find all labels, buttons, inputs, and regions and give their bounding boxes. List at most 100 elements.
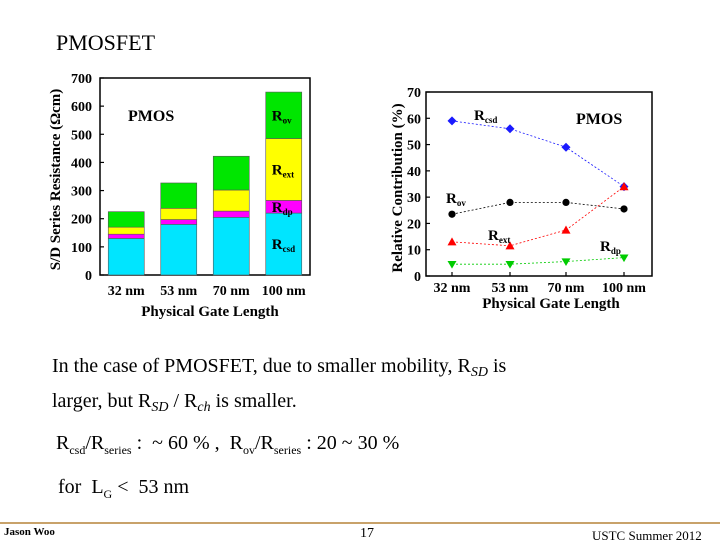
data-point-rext bbox=[561, 225, 571, 234]
bar-rdp bbox=[160, 219, 198, 225]
x-tick-label: 32 nm bbox=[108, 284, 145, 299]
footer-author: Jason Woo bbox=[4, 526, 55, 538]
body-line-2-mid: / R bbox=[168, 390, 198, 412]
data-point-rext bbox=[505, 241, 515, 250]
rch-subscript: ch bbox=[197, 400, 211, 415]
condition-value: < 53 nm bbox=[112, 476, 190, 498]
series-line-rext bbox=[451, 186, 625, 247]
series-label-rov: Rov bbox=[272, 108, 292, 125]
bar-rcsd bbox=[107, 238, 145, 276]
series-label-rdp: Rdp bbox=[272, 200, 293, 217]
body-line-2: larger, but RSD / Rch is smaller. bbox=[52, 387, 672, 422]
x-tick-label: 70 nm bbox=[213, 284, 250, 299]
bar-rext bbox=[265, 138, 303, 201]
bar-rov bbox=[212, 155, 250, 191]
y-tick-label: 200 bbox=[71, 213, 92, 228]
data-point-rdp bbox=[447, 261, 457, 269]
bar-rext bbox=[160, 208, 198, 220]
bar-rov bbox=[107, 211, 145, 228]
slide-title: PMOSFET bbox=[56, 30, 156, 55]
bar-rcsd bbox=[160, 224, 198, 276]
y-tick-label: 50 bbox=[407, 139, 421, 154]
rcsd-ratio-value: : ~ 60 % , bbox=[131, 432, 230, 454]
data-point-rext bbox=[619, 182, 629, 191]
plot-frame bbox=[99, 77, 311, 276]
data-point-rcsd bbox=[447, 116, 457, 126]
body-line-1: In the case of PMOSFET, due to smaller m… bbox=[52, 352, 672, 387]
x-axis-label: Physical Gate Length bbox=[141, 304, 279, 320]
data-point-rov bbox=[562, 198, 570, 206]
body-line-1-end: is bbox=[487, 355, 507, 377]
series-label-rov: Rov bbox=[446, 191, 466, 208]
y-tick-label: 10 bbox=[407, 244, 421, 259]
body-text: In the case of PMOSFET, due to smaller m… bbox=[52, 352, 672, 422]
data-point-rdp bbox=[619, 254, 629, 263]
series-label-rext: Rext bbox=[488, 228, 510, 245]
body-line-1-text: In the case of PMOSFET, due to smaller m… bbox=[52, 355, 471, 377]
y-tick-label: 0 bbox=[85, 269, 92, 284]
rcsd-base: R bbox=[56, 432, 70, 454]
bar-rext bbox=[107, 226, 145, 235]
y-tick-label: 30 bbox=[407, 191, 421, 206]
rov-ratio-value: : 20 ~ 30 % bbox=[301, 432, 400, 454]
y-tick-label: 70 bbox=[407, 86, 421, 101]
chart-annotation: PMOS bbox=[128, 108, 174, 125]
rseries-base-2: /R bbox=[254, 432, 274, 454]
bar-rov bbox=[160, 182, 198, 209]
rseries-base-1: /R bbox=[85, 432, 105, 454]
rsd-subscript: SD bbox=[470, 365, 488, 380]
series-label-rcsd: Rcsd bbox=[474, 108, 497, 125]
series-label-rext: Rext bbox=[272, 162, 294, 179]
body-line-2-end: is smaller. bbox=[210, 390, 297, 412]
relative-contribution-chart: 0 10 20 30 40 50 60 70 32 nm 53 nm 70 nm 100 nm Rcsd… bbox=[390, 86, 653, 312]
rov-sub: ov bbox=[242, 443, 255, 457]
data-point-rdp bbox=[561, 258, 571, 267]
y-tick-label: 600 bbox=[71, 100, 92, 115]
bar-rdp bbox=[107, 233, 145, 239]
chart-annotation: PMOS bbox=[576, 111, 622, 128]
page-number: 17 bbox=[360, 526, 374, 541]
data-point-rov bbox=[448, 210, 456, 218]
y-tick-label: 20 bbox=[407, 217, 421, 232]
bar-rov bbox=[265, 91, 303, 139]
y-tick-label: 40 bbox=[407, 165, 421, 180]
series-label-rcsd: Rcsd bbox=[272, 237, 295, 254]
bar-rcsd bbox=[265, 212, 303, 276]
x-tick-label: 100 nm bbox=[262, 284, 306, 299]
rov-base: R bbox=[229, 432, 243, 454]
rcsd-sub: csd bbox=[69, 443, 86, 457]
data-point-rcsd bbox=[505, 124, 515, 134]
lg-subscript: G bbox=[103, 487, 113, 501]
bar-rext bbox=[212, 189, 250, 212]
data-point-rcsd bbox=[561, 142, 571, 152]
rsd-subscript-2: SD bbox=[151, 400, 169, 415]
x-tick-label: 53 nm bbox=[160, 284, 197, 299]
y-tick-label: 100 bbox=[71, 241, 92, 256]
bar-rdp bbox=[212, 210, 250, 218]
y-tick-label: 500 bbox=[71, 128, 92, 143]
condition-text: for L bbox=[58, 476, 104, 498]
rseries-sub-2: series bbox=[273, 443, 302, 457]
data-point-rdp bbox=[505, 261, 515, 269]
x-tick-label: 53 nm bbox=[492, 281, 529, 296]
bar-rcsd bbox=[212, 217, 250, 276]
stacked-bar-chart: 0 100 200 300 400 500 600 700 32 nm 53 nm 70 nm 100… bbox=[48, 72, 311, 320]
x-tick-label: 32 nm bbox=[434, 281, 471, 296]
y-tick-label: 700 bbox=[71, 72, 92, 87]
footer-divider bbox=[0, 522, 720, 524]
ratio-line: Rcsd/Rseries : ~ 60 % , Rov/Rseries : 20… bbox=[56, 432, 399, 458]
y-axis-label: Relative Contribution (%) bbox=[390, 103, 406, 272]
y-tick-label: 300 bbox=[71, 185, 92, 200]
x-axis-label: Physical Gate Length bbox=[482, 296, 620, 312]
series-line-rdp bbox=[452, 257, 625, 265]
x-tick-label: 70 nm bbox=[548, 281, 585, 296]
rseries-sub-1: series bbox=[104, 443, 132, 457]
data-point-rov bbox=[506, 198, 514, 206]
body-line-2-text: larger, but R bbox=[52, 390, 152, 412]
y-axis-label: S/D Series Resistance (Ωcm) bbox=[48, 89, 64, 271]
data-point-rov bbox=[620, 205, 628, 213]
footer-venue: USTC Summer 2012 bbox=[592, 528, 702, 543]
y-tick-label: 60 bbox=[407, 112, 421, 127]
y-tick-label: 400 bbox=[71, 156, 92, 171]
plot-frame bbox=[425, 91, 653, 277]
